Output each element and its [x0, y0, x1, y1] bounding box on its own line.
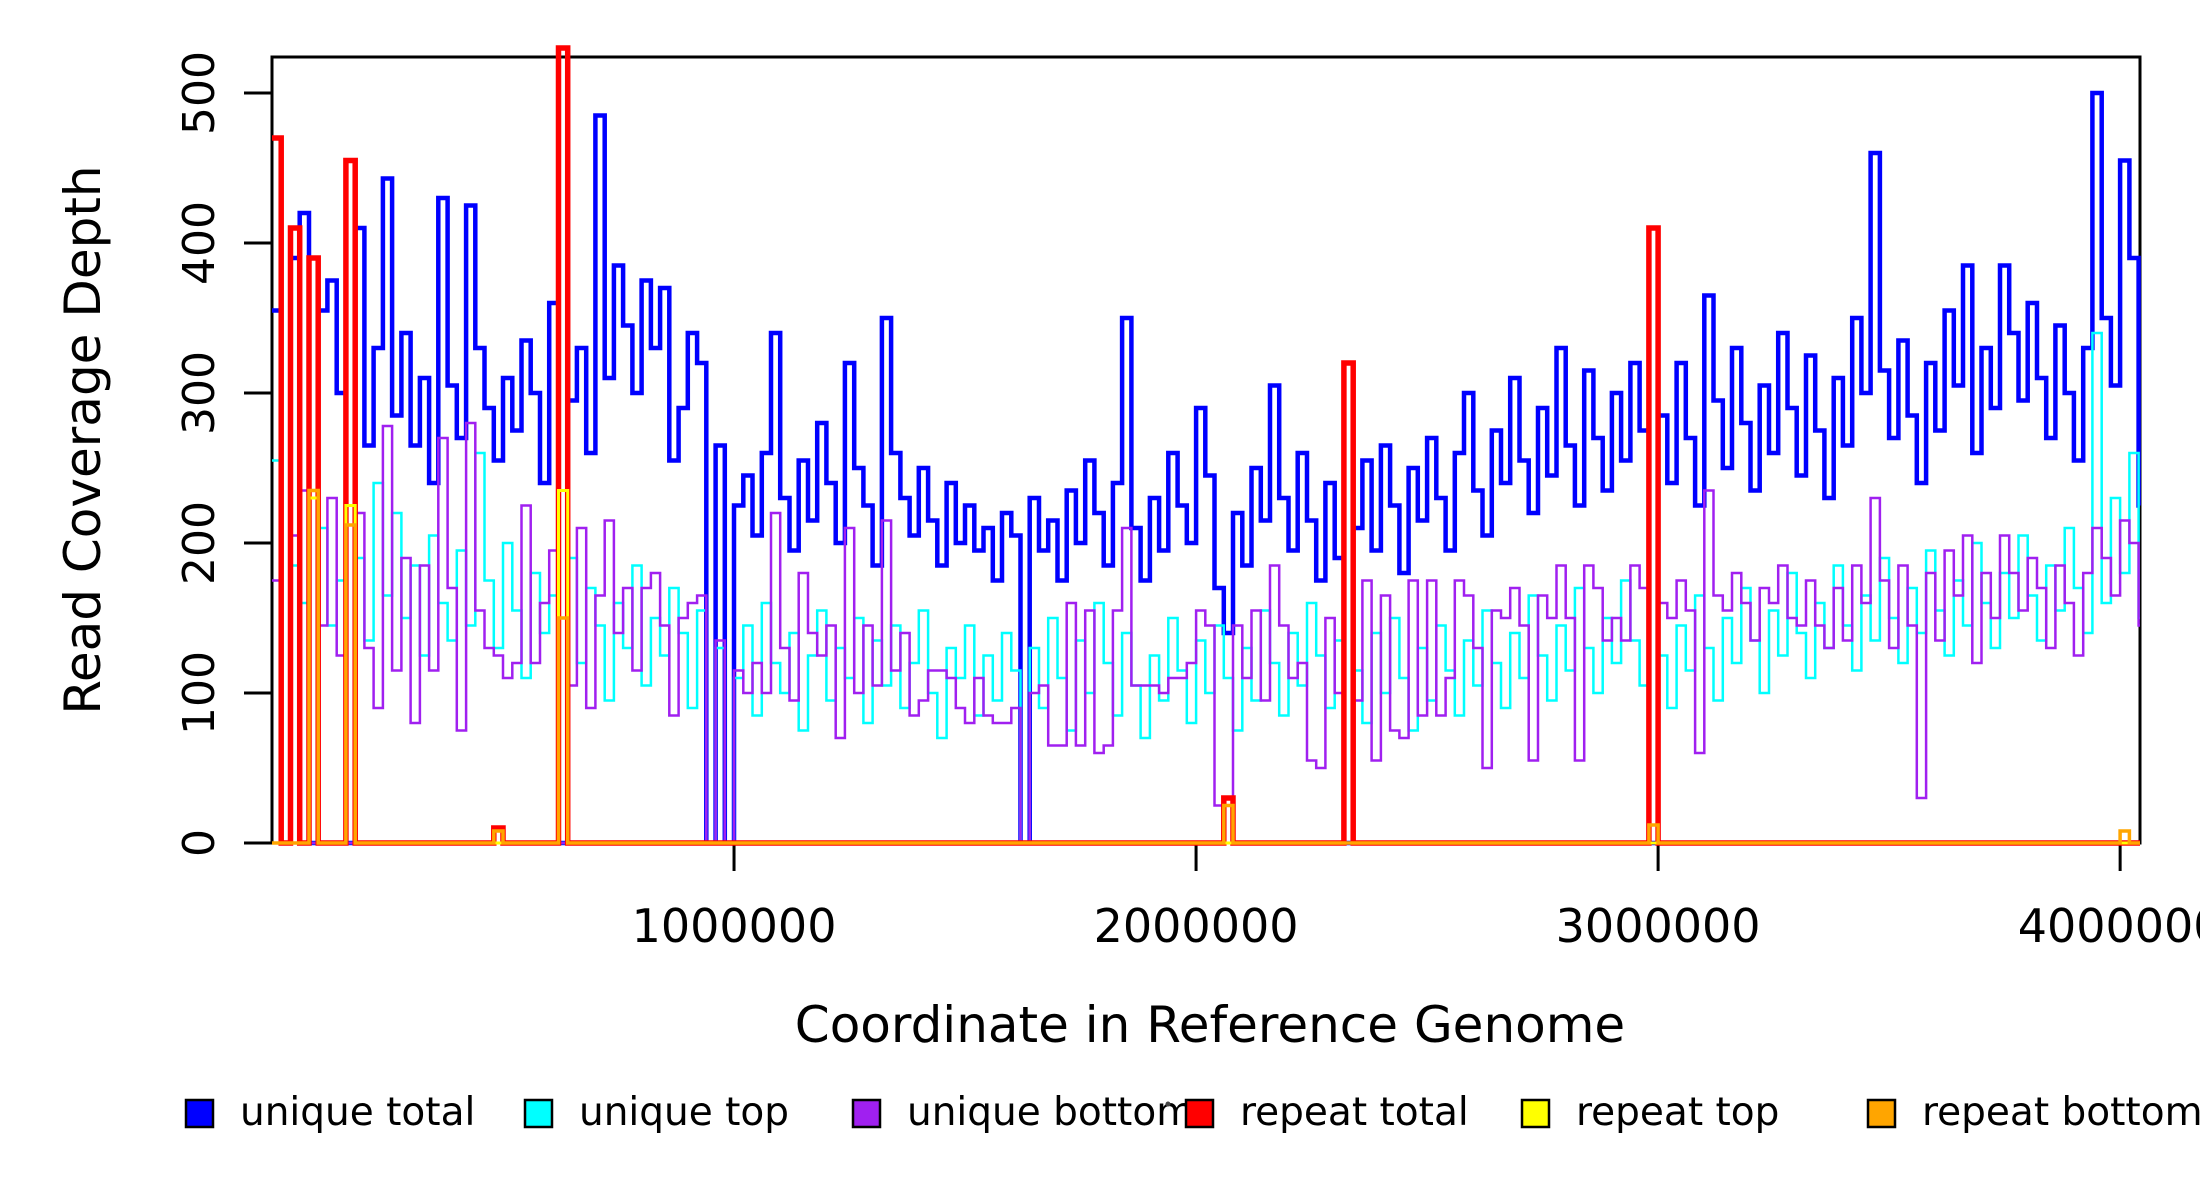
y-tick-label: 100	[174, 651, 225, 735]
y-tick-label: 200	[174, 501, 225, 585]
x-tick-label: 2000000	[1094, 899, 1299, 953]
series-unique-bottom	[272, 421, 2140, 845]
repeat-bottom-swatch	[1866, 1098, 1897, 1129]
legend-item-repeat-top: repeat top	[1520, 1090, 1779, 1135]
legend-label: unique bottom	[907, 1090, 1194, 1135]
y-tick-label: 0	[174, 829, 225, 857]
legend-label: repeat total	[1240, 1090, 1469, 1135]
y-tick-label: 300	[174, 351, 225, 435]
legend-item-unique-total: unique total	[184, 1090, 475, 1135]
series-layer	[272, 45, 2141, 846]
legend-stray-dot	[1165, 1101, 1171, 1107]
unique-total-swatch	[184, 1098, 215, 1129]
legend-item-repeat-bottom: repeat bottom	[1866, 1090, 2200, 1135]
series-unique-total	[272, 90, 2141, 846]
repeat-top-swatch	[1520, 1098, 1551, 1129]
repeat-total-swatch	[1184, 1098, 1215, 1129]
legend-item-repeat-total: repeat total	[1184, 1090, 1469, 1135]
legend: unique total unique top unique bottom re…	[184, 1090, 2200, 1135]
x-tick-label: 4000000	[2018, 899, 2200, 953]
y-tick-label: 400	[174, 201, 225, 285]
unique-bottom-swatch	[851, 1098, 882, 1129]
legend-label: repeat bottom	[1922, 1090, 2200, 1135]
x-tick-label: 3000000	[1556, 899, 1761, 953]
x-tick-label: 1000000	[632, 899, 837, 953]
axis-ticks: 0 100 200 300 400 500 1000000 2000000 3000000 400…	[174, 51, 2200, 953]
legend-label: unique top	[579, 1090, 789, 1135]
y-tick-label: 500	[174, 51, 225, 135]
x-axis-title: Coordinate in Reference Genome	[795, 996, 1625, 1054]
legend-item-unique-bottom: unique bottom	[851, 1090, 1194, 1135]
y-axis-title: Read Coverage Depth	[54, 165, 112, 714]
legend-label: unique total	[240, 1090, 475, 1135]
unique-top-swatch	[523, 1098, 554, 1129]
legend-label: repeat top	[1576, 1090, 1779, 1135]
legend-item-unique-top: unique top	[523, 1090, 789, 1135]
series-repeat-bottom	[272, 488, 2140, 845]
